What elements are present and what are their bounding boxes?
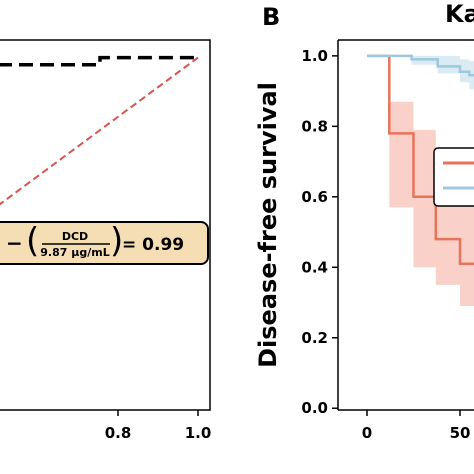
panel-b-x-tick-label: 50 <box>450 424 471 442</box>
panel-a-series-1-line <box>0 55 198 67</box>
panel-b-plot-area <box>367 54 474 306</box>
panel-b-series-2-step-line <box>367 54 474 77</box>
panel-b-title-fragment: Ka <box>445 0 474 28</box>
formula-result: = 0.99 <box>122 235 184 255</box>
panel-b-x-tick-label: 0 <box>362 424 372 442</box>
panel-b-series-1-ci-band <box>367 55 474 306</box>
legend-box <box>433 147 474 207</box>
formula-denominator: 9.87 μg/mL <box>40 246 109 259</box>
formula-annotation: − ( DCD 9.87 μg/mL ) = 0.99 <box>0 221 209 265</box>
panel-b-y-tick-label: 0.6 <box>301 188 328 206</box>
panel-a: 0.8 1.0 − ( DCD 9.87 μg/mL ) = 0.99 <box>0 39 212 442</box>
panel-b-letter: B <box>262 3 280 31</box>
panel-b-y-tick-label: 0.8 <box>301 117 328 135</box>
panel-b-legend <box>433 147 474 207</box>
panel-a-x-tick-label: 1.0 <box>185 424 212 442</box>
panel-a-x-ticks: 0.8 1.0 <box>105 410 212 442</box>
panel-b-x-ticks: 0 50 <box>362 410 471 442</box>
formula-paren-right: ) <box>110 221 123 261</box>
panel-a-x-tick-label: 0.8 <box>105 424 132 442</box>
panel-b-y-axis-label: Disease-free survival <box>254 82 282 368</box>
panel-b: B Ka Disease-free survival 0.00.20.40.60… <box>254 0 474 442</box>
panel-a-series-2-line <box>0 56 199 206</box>
panel-b-series-1-step-line <box>367 54 474 266</box>
panel-b-y-ticks: 0.0 0.2 0.4 0.6 0.8 1.0 <box>301 47 338 417</box>
panel-b-series-2-ci-band <box>367 55 474 90</box>
formula-paren-left: ( <box>26 221 39 261</box>
panel-b-y-tick-label: 1.0 <box>301 47 328 65</box>
panel-b-y-tick-label: 0.0 <box>301 399 328 417</box>
formula-box <box>0 221 209 265</box>
panel-a-axes-frame <box>0 39 211 411</box>
formula-minus: − <box>6 231 23 255</box>
formula-numerator: DCD <box>62 230 88 243</box>
panel-a-plot-area <box>0 55 199 206</box>
panel-b-y-tick-label: 0.4 <box>301 258 328 276</box>
panel-b-y-tick-label: 0.2 <box>301 329 328 347</box>
